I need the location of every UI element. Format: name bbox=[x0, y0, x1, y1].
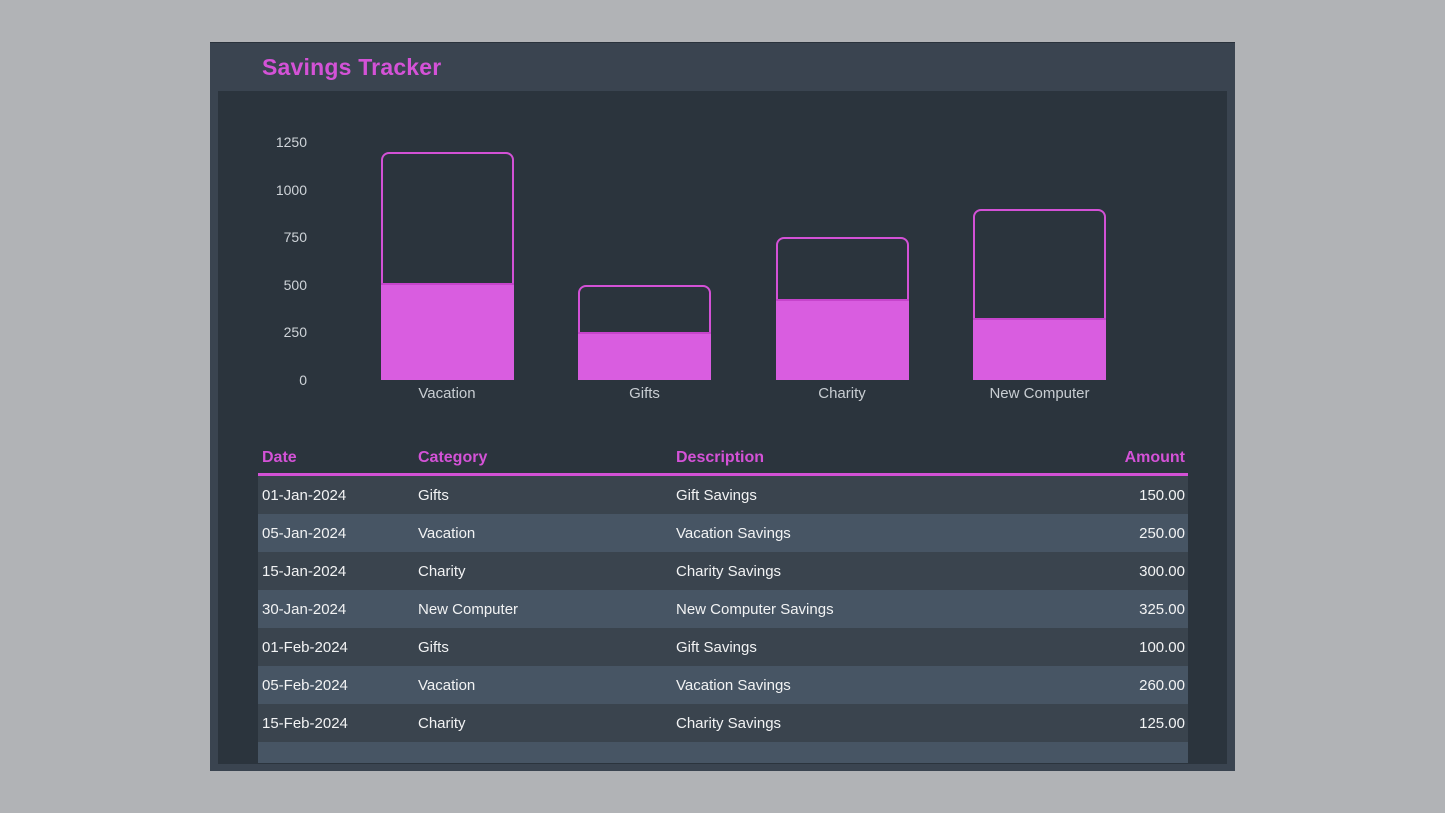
cell-date: 01-Jan-2024 bbox=[262, 486, 347, 504]
content-panel: 1250 1000 750 500 250 0 Vacation Gifts Charity Ne… bbox=[218, 91, 1227, 764]
cell-date: 05-Jan-2024 bbox=[262, 524, 347, 542]
cell-amount: 250.00 bbox=[1139, 524, 1185, 542]
table-row: 30-Jan-2024 New Computer New Computer Savi… bbox=[258, 590, 1188, 628]
table-row: 15-Jan-2024 Charity Charity Savings 300.00 bbox=[258, 552, 1188, 590]
saved-bar-gifts bbox=[578, 332, 711, 380]
cell-date: 01-Feb-2024 bbox=[262, 638, 348, 656]
column-header-date: Date bbox=[262, 448, 297, 466]
app-window: Savings Tracker 1250 1000 750 500 250 0 Vacati… bbox=[210, 42, 1235, 771]
column-header-description: Description bbox=[676, 448, 765, 466]
cell-amount: 125.00 bbox=[1139, 714, 1185, 732]
cell-category: Gifts bbox=[418, 486, 449, 504]
cell-category: New Computer bbox=[418, 600, 519, 618]
saved-bar-vacation bbox=[380, 282, 514, 380]
cell-date: 15-Jan-2024 bbox=[262, 562, 347, 580]
table-row: 15-Feb-2024 Charity Charity Savings 125.00 bbox=[258, 704, 1188, 742]
x-axis-category-label: Gifts bbox=[629, 385, 660, 402]
cell-amount: 300.00 bbox=[1139, 562, 1185, 580]
x-axis-category-label: New Computer bbox=[989, 385, 1090, 402]
cell-description: Gift Savings bbox=[676, 638, 757, 656]
y-axis-tick-label: 1250 bbox=[275, 134, 307, 150]
cell-description: Gift Savings bbox=[676, 486, 757, 504]
x-axis-category-label: Charity bbox=[818, 385, 866, 402]
table-header-row: Date Category Description Amount bbox=[258, 442, 1188, 476]
page-title: Savings Tracker bbox=[262, 54, 442, 80]
x-axis-category-label: Vacation bbox=[418, 385, 476, 402]
y-axis-tick-label: 250 bbox=[283, 324, 307, 341]
cell-amount: 260.00 bbox=[1139, 676, 1185, 694]
saved-bar-new-computer bbox=[973, 318, 1106, 380]
cell-amount: 150.00 bbox=[1139, 486, 1185, 504]
y-axis-tick-label: 0 bbox=[299, 372, 307, 388]
table-row: 05-Feb-2024 Vacation Vacation Savings 260.0… bbox=[258, 666, 1188, 704]
savings-bar-chart: 1250 1000 750 500 250 0 Vacation Gifts Charity Ne… bbox=[218, 91, 1227, 431]
cell-description: New Computer Savings bbox=[676, 600, 834, 618]
table-row-empty bbox=[258, 742, 1188, 763]
cell-category: Vacation bbox=[418, 524, 476, 542]
cell-description: Charity Savings bbox=[676, 714, 782, 732]
saved-bar-charity bbox=[775, 299, 909, 380]
cell-date: 05-Feb-2024 bbox=[262, 676, 348, 694]
cell-date: 30-Jan-2024 bbox=[262, 600, 347, 618]
table-row: 05-Jan-2024 Vacation Vacation Savings 250.0… bbox=[258, 514, 1188, 552]
y-axis-tick-label: 500 bbox=[283, 276, 307, 293]
cell-amount: 325.00 bbox=[1139, 600, 1185, 618]
cell-category: Vacation bbox=[418, 676, 476, 694]
cell-description: Vacation Savings bbox=[676, 524, 791, 542]
cell-date: 15-Feb-2024 bbox=[262, 714, 348, 732]
y-axis-tick-label: 750 bbox=[283, 229, 307, 246]
column-header-category: Category bbox=[418, 448, 488, 466]
y-axis-tick-label: 1000 bbox=[275, 181, 307, 198]
titlebar: Savings Tracker bbox=[210, 43, 1235, 90]
table-row: 01-Feb-2024 Gifts Gift Savings 100.00 bbox=[258, 628, 1188, 666]
cell-description: Vacation Savings bbox=[676, 676, 791, 694]
cell-description: Charity Savings bbox=[676, 562, 782, 580]
table-row: 01-Jan-2024 Gifts Gift Savings 150.00 bbox=[258, 476, 1188, 514]
cell-category: Charity bbox=[418, 714, 466, 732]
table-body: 01-Jan-2024 Gifts Gift Savings 150.00 05-Jan… bbox=[258, 476, 1188, 742]
cell-category: Gifts bbox=[418, 638, 449, 656]
column-header-amount: Amount bbox=[1124, 448, 1185, 466]
cell-category: Charity bbox=[418, 562, 466, 580]
cell-amount: 100.00 bbox=[1139, 638, 1185, 656]
savings-table: Date Category Description Amount 01-Jan-202… bbox=[258, 442, 1188, 763]
